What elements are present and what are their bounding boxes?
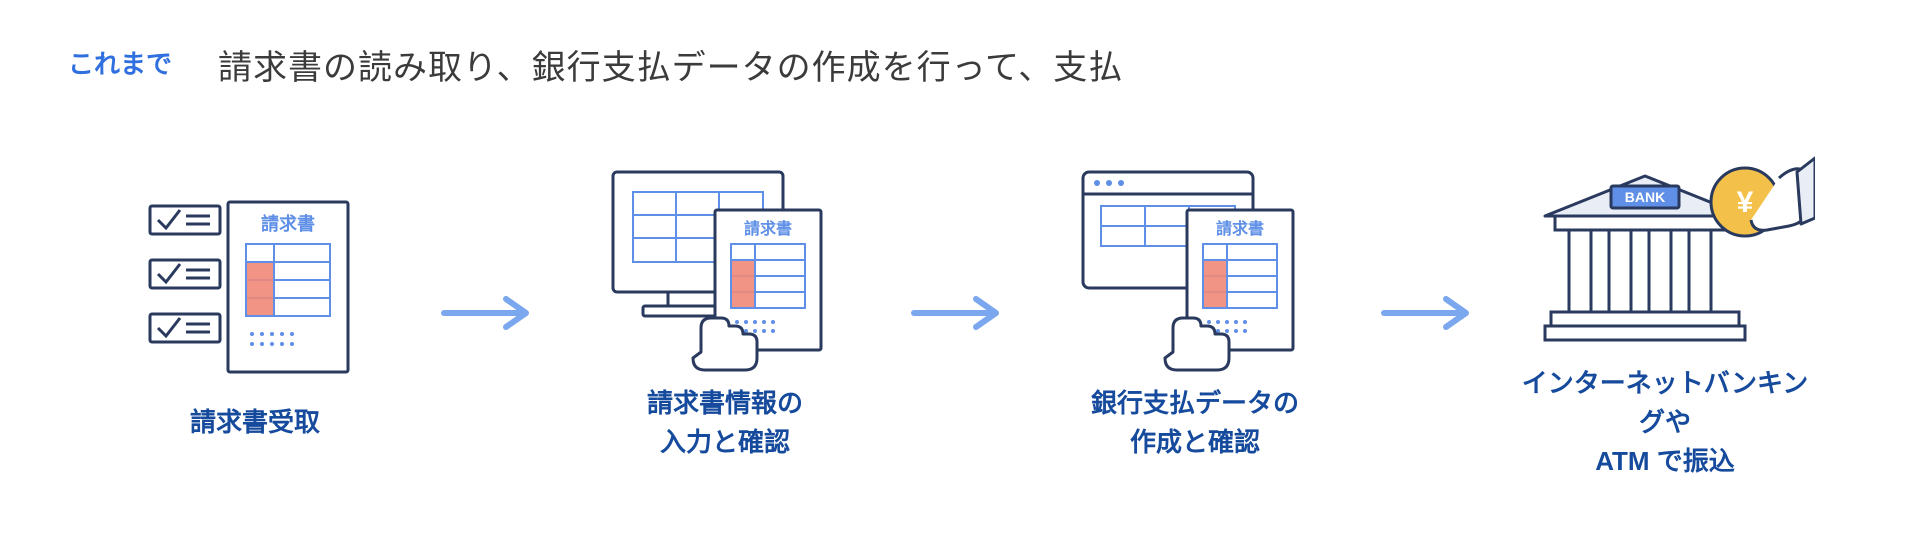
svg-text:請求書: 請求書 (261, 213, 315, 234)
bank-data-icon: ¥250 請求書 (1065, 164, 1325, 374)
arrow-icon (1380, 293, 1480, 333)
step-caption: インターネットバンキングや ATM で振込 (1510, 364, 1820, 481)
headline-text: 請求書の読み取り、銀行支払データの作成を行って、支払 (218, 40, 1123, 89)
step-caption: 銀行支払データの 作成と確認 (1091, 384, 1299, 462)
process-flow: 請求書 (40, 144, 1880, 481)
svg-text:請求書: 請求書 (744, 219, 792, 238)
step-receive-invoice: 請求書 (100, 183, 410, 442)
badge-before: これまで (40, 40, 200, 88)
header-row: これまで 請求書の読み取り、銀行支払データの作成を行って、支払 (40, 40, 1880, 89)
step-caption: 請求書受取 (190, 403, 320, 442)
invoice-input-icon: 請求書 (595, 164, 855, 374)
bank-transfer-icon: BANK (1515, 144, 1815, 354)
svg-text:BANK: BANK (1625, 189, 1665, 205)
svg-text:請求書: 請求書 (1216, 219, 1264, 238)
step-caption: 請求書情報の 入力と確認 (647, 384, 803, 462)
arrow-icon (910, 293, 1010, 333)
arrow-icon (440, 293, 540, 333)
step-transfer: BANK (1510, 144, 1820, 481)
step-input-confirm: 請求書 (570, 164, 880, 462)
svg-text:¥: ¥ (1737, 186, 1754, 219)
step-bank-data: ¥250 請求書 (1040, 164, 1350, 462)
invoice-receive-icon: 請求書 (140, 183, 370, 393)
